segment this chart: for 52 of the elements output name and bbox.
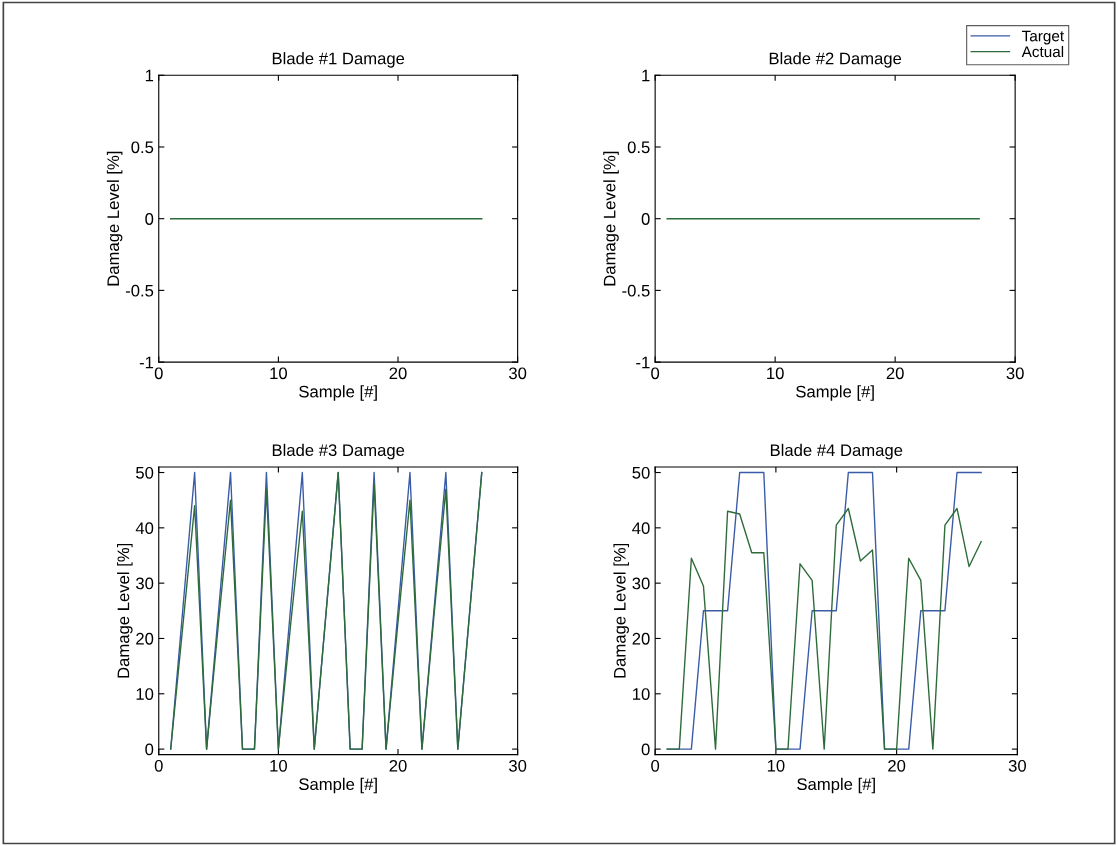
y-tick-label: -0.5: [125, 284, 154, 297]
x-tick-label: 20: [886, 367, 904, 380]
x-axis-title: Sample [#]: [797, 777, 875, 794]
y-tick-label: 0: [145, 213, 154, 225]
y-tick-label: -1: [636, 356, 650, 369]
x-tick-label: 10: [270, 759, 287, 772]
y-tick-label: 40: [632, 522, 650, 535]
x-tick-label: 30: [509, 367, 527, 380]
y-axis-title: Damage Level [%]: [117, 543, 133, 678]
x-tick-label: 30: [1006, 367, 1024, 380]
chart-title: Blade #1 Damage: [272, 52, 405, 68]
x-tick-label: 0: [651, 367, 660, 380]
x-tick-label: 20: [389, 367, 407, 380]
y-tick-label: 30: [135, 577, 154, 590]
x-tick-label: 20: [389, 759, 407, 772]
legend-label: Actual: [1021, 45, 1064, 58]
y-tick-label: 0: [641, 213, 650, 225]
x-axis-title: Sample [#]: [796, 385, 874, 401]
x-axis-title: Sample [#]: [299, 385, 377, 401]
y-tick-label: 10: [633, 688, 650, 700]
x-tick-label: 30: [1008, 759, 1026, 772]
x-axis-title: Sample [#]: [299, 777, 377, 794]
y-axis-title: Damage Level [%]: [603, 151, 619, 286]
y-tick-label: 0.5: [131, 141, 154, 154]
x-tick-label: 0: [154, 367, 163, 380]
y-tick-label: 20: [632, 632, 650, 645]
y-tick-label: 10: [136, 688, 154, 700]
y-tick-label: 50: [632, 466, 650, 479]
x-tick-label: 10: [270, 367, 287, 380]
y-tick-label: 1: [145, 69, 154, 82]
y-tick-label: 40: [135, 522, 154, 535]
y-tick-label: 0: [145, 743, 154, 756]
y-axis-title: Damage Level [%]: [613, 543, 629, 678]
x-tick-label: 30: [509, 759, 527, 772]
y-axis-title: Damage Level [%]: [106, 151, 123, 286]
y-tick-label: -1: [139, 356, 154, 369]
x-tick-label: 20: [888, 759, 906, 772]
y-tick-label: 0.5: [627, 141, 650, 154]
chart-title: Blade #3 Damage: [272, 443, 405, 460]
y-tick-label: 50: [136, 466, 154, 479]
x-tick-label: 10: [767, 367, 784, 380]
x-tick-label: 10: [767, 759, 785, 772]
chart-title: Blade #2 Damage: [769, 52, 902, 68]
x-tick-label: 0: [154, 759, 163, 772]
y-tick-label: 30: [632, 577, 650, 590]
y-tick-label: 1: [642, 69, 650, 82]
x-tick-label: 0: [651, 759, 660, 772]
chart-title: Blade #4 Damage: [770, 443, 903, 460]
legend-label: Target: [1022, 30, 1064, 45]
y-tick-label: 20: [136, 632, 154, 645]
y-tick-label: -0.5: [622, 284, 650, 297]
y-tick-label: 0: [641, 743, 650, 756]
